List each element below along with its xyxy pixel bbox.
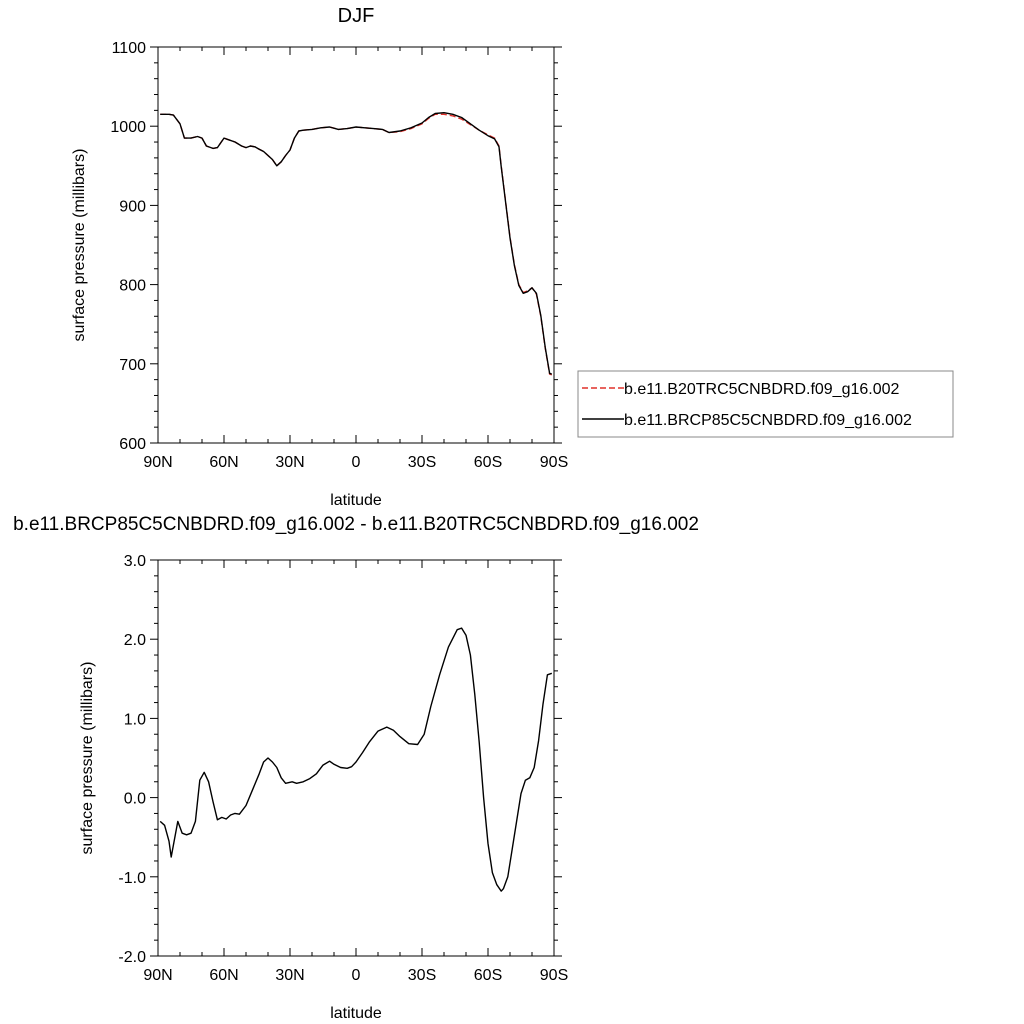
plot-frame: [157, 559, 555, 957]
y-tick-label: 800: [119, 278, 146, 295]
y-tick-label: 3.0: [124, 553, 146, 570]
x-tick-label: 90N: [143, 454, 172, 471]
legend-entry-label: b.e11.B20TRC5CNBDRD.f09_g16.002: [624, 381, 900, 398]
x-tick-label: 0: [352, 454, 361, 471]
x-tick-label: 60S: [474, 967, 502, 984]
y-axis-label: surface pressure (millibars): [71, 149, 88, 342]
x-tick-label: 90S: [540, 454, 568, 471]
x-tick-label: 30N: [275, 967, 304, 984]
x-tick-label: 60S: [474, 454, 502, 471]
chart-title: b.e11.BRCP85C5CNBDRD.f09_g16.002 - b.e11…: [13, 514, 699, 535]
legend-entry-label: b.e11.BRCP85C5CNBDRD.f09_g16.002: [624, 412, 912, 429]
y-tick-label: 600: [119, 436, 146, 453]
x-tick-label: 30S: [408, 454, 436, 471]
x-tick-label: 30S: [408, 967, 436, 984]
x-axis-label: latitude: [330, 492, 382, 509]
y-tick-label: 2.0: [124, 632, 146, 649]
plot-frame: [157, 46, 555, 444]
x-tick-label: 60N: [209, 967, 238, 984]
y-tick-label: 1100: [112, 40, 147, 57]
x-axis-label: latitude: [330, 1005, 382, 1022]
x-tick-label: 90S: [540, 967, 568, 984]
series-line-1: [160, 113, 553, 376]
y-tick-label: 1.0: [124, 711, 146, 728]
x-tick-label: 30N: [275, 454, 304, 471]
series-line-1: [159, 627, 553, 892]
y-axis-label: surface pressure (millibars): [79, 662, 96, 855]
y-tick-label: 900: [119, 198, 146, 215]
series-line-2: [160, 112, 553, 375]
x-tick-label: 90N: [143, 967, 172, 984]
y-tick-label: 700: [119, 357, 146, 374]
x-tick-label: 60N: [209, 454, 238, 471]
y-tick-label: -1.0: [118, 870, 146, 887]
y-tick-label: 0.0: [124, 791, 146, 808]
chart-title: DJF: [338, 5, 375, 27]
legend-box: [577, 370, 954, 438]
y-tick-label: -2.0: [118, 949, 146, 966]
y-tick-label: 1000: [110, 119, 146, 136]
x-tick-label: 0: [352, 967, 361, 984]
